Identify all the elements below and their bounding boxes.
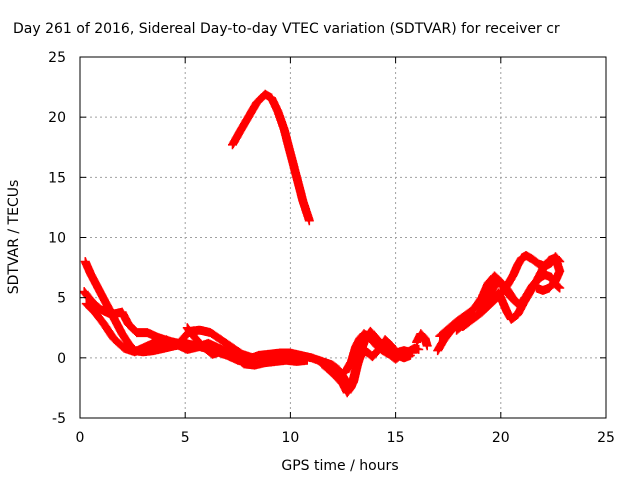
- x-tick-label: 25: [597, 430, 615, 446]
- data-series-track: [182, 323, 312, 370]
- y-tick-label: 0: [57, 351, 66, 367]
- data-point-markers: [182, 323, 312, 370]
- y-tick-label: 20: [48, 110, 66, 126]
- data-points: [79, 89, 565, 398]
- data-series-track: [412, 329, 432, 351]
- plot-frame: [79, 56, 607, 419]
- data-point-markers: [340, 329, 424, 377]
- y-tick-label: 15: [48, 170, 66, 186]
- data-point-markers: [412, 329, 432, 351]
- x-tick-label: 10: [281, 430, 299, 446]
- data-series-track: [340, 329, 424, 377]
- chart-title: Day 261 of 2016, Sidereal Day-to-day VTE…: [13, 21, 560, 37]
- y-tick-label: 10: [48, 231, 66, 247]
- data-point-markers: [228, 89, 314, 226]
- x-tick-label: 5: [181, 430, 190, 446]
- axes: 0 5 10 15 20 25 -5 0 5 10 15 20 25: [48, 50, 615, 446]
- x-tick-label: 20: [492, 430, 510, 446]
- grid: [80, 57, 606, 418]
- y-tick-label: 25: [48, 50, 66, 66]
- data-series-track: [228, 89, 314, 226]
- data-point-markers: [452, 276, 523, 335]
- y-tick-label: -5: [52, 411, 66, 427]
- y-axis-label: SDTVAR / TECUs: [6, 180, 22, 295]
- x-tick-label: 0: [76, 430, 85, 446]
- x-axis-label: GPS time / hours: [281, 458, 398, 474]
- x-tick-label: 15: [387, 430, 405, 446]
- y-tick-label: 5: [57, 291, 66, 307]
- data-series-track: [452, 276, 523, 335]
